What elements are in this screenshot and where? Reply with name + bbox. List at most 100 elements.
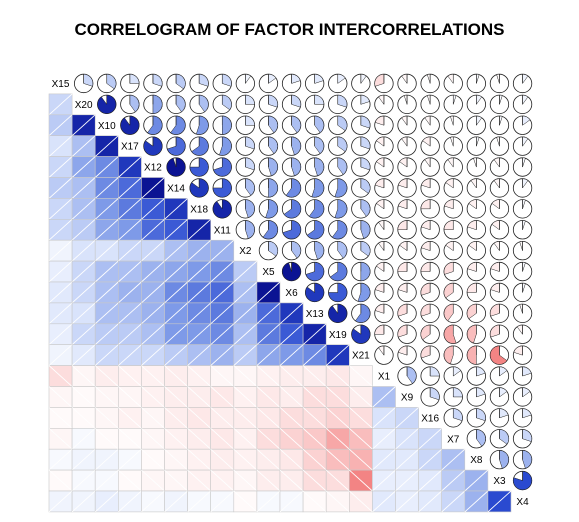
variable-label: X12 (144, 163, 162, 174)
shade-hatch (210, 386, 235, 408)
shade-hatch (164, 448, 188, 471)
shade-hatch (48, 198, 73, 220)
shade-hatch (187, 490, 212, 513)
shade-hatch (210, 427, 235, 450)
shade-hatch (117, 323, 142, 346)
pie-slice (476, 429, 486, 447)
shade-hatch (141, 469, 165, 492)
pie-slice (360, 241, 371, 257)
shade-hatch (348, 365, 373, 387)
pie-slice (291, 241, 302, 259)
pie-slice (245, 178, 255, 196)
variable-label: X20 (75, 100, 93, 111)
shade-hatch (256, 302, 281, 325)
shade-hatch (48, 448, 73, 471)
shade-hatch (117, 260, 142, 283)
shade-hatch (279, 386, 304, 408)
shade-hatch (302, 469, 327, 492)
shade-hatch (302, 386, 327, 408)
shade-hatch (164, 198, 188, 220)
shade-hatch (372, 427, 396, 450)
shade-hatch (279, 344, 304, 366)
shade-hatch (48, 239, 73, 262)
shade-hatch (302, 344, 327, 366)
shade-hatch (141, 386, 165, 408)
variable-label: X1 (378, 372, 391, 383)
pie-slice (443, 345, 454, 365)
shade-hatch (256, 490, 281, 513)
shade-hatch (71, 490, 96, 513)
variable-label: X2 (239, 246, 252, 257)
pie-slice (329, 262, 348, 281)
shade-hatch (164, 469, 188, 492)
shade-hatch (372, 407, 396, 429)
shade-hatch (117, 218, 142, 241)
shade-hatch (48, 386, 73, 408)
shade-hatch (94, 490, 119, 513)
pie-slice (314, 136, 325, 154)
shade-hatch (348, 407, 373, 429)
shade-hatch (372, 490, 396, 513)
shade-hatch (164, 407, 188, 429)
variable-label: X17 (121, 142, 139, 153)
shade-hatch (187, 427, 212, 450)
shade-hatch (164, 260, 188, 283)
shade-hatch (94, 281, 119, 304)
shade-hatch (48, 260, 73, 283)
shade-hatch (302, 448, 327, 471)
shade-hatch (141, 448, 165, 471)
shade-hatch (71, 198, 96, 220)
shade-hatch (256, 344, 281, 366)
shade-hatch (48, 281, 73, 304)
pie-slice (355, 303, 371, 323)
pie-slice (397, 262, 408, 272)
shade-hatch (71, 365, 96, 387)
variable-label: X9 (401, 392, 414, 403)
shade-hatch (164, 218, 188, 241)
pie-slice (420, 199, 431, 210)
pie-slice (222, 115, 232, 135)
shade-hatch (94, 239, 119, 262)
pie-slice (314, 241, 325, 260)
shade-hatch (279, 427, 304, 450)
shade-hatch (395, 448, 419, 471)
shade-hatch (233, 365, 258, 387)
shade-hatch (187, 365, 212, 387)
shade-hatch (94, 386, 119, 408)
shade-hatch (141, 218, 165, 241)
variable-label: X6 (285, 288, 298, 299)
shade-hatch (256, 281, 281, 304)
pie-slice (175, 73, 186, 90)
shade-hatch (233, 323, 258, 346)
shade-hatch (71, 448, 96, 471)
shade-hatch (141, 281, 165, 304)
shade-hatch (48, 156, 73, 178)
pie-slice (331, 220, 348, 240)
variable-label: X4 (516, 497, 529, 508)
shade-hatch (71, 239, 96, 262)
shade-hatch (71, 177, 96, 199)
shade-hatch (325, 469, 350, 492)
pie-slice (314, 94, 325, 105)
pie-slice (222, 94, 232, 111)
shade-hatch (256, 365, 281, 387)
shade-hatch (187, 386, 212, 408)
pie-slice (337, 241, 348, 259)
shade-hatch (94, 323, 119, 346)
pie-slice (268, 136, 278, 154)
shade-hatch (233, 469, 258, 492)
shade-hatch (233, 407, 258, 429)
shade-hatch (117, 448, 142, 471)
shade-hatch (279, 323, 304, 346)
shade-hatch (256, 323, 281, 346)
shade-hatch (187, 407, 212, 429)
pie-slice (443, 282, 454, 299)
shade-hatch (279, 407, 304, 429)
shade-hatch (94, 260, 119, 283)
shade-hatch (187, 344, 212, 366)
pie-slice (443, 220, 454, 230)
shade-hatch (464, 469, 489, 492)
shade-hatch (187, 239, 212, 262)
variable-label: X8 (470, 455, 483, 466)
shade-hatch (302, 427, 327, 450)
